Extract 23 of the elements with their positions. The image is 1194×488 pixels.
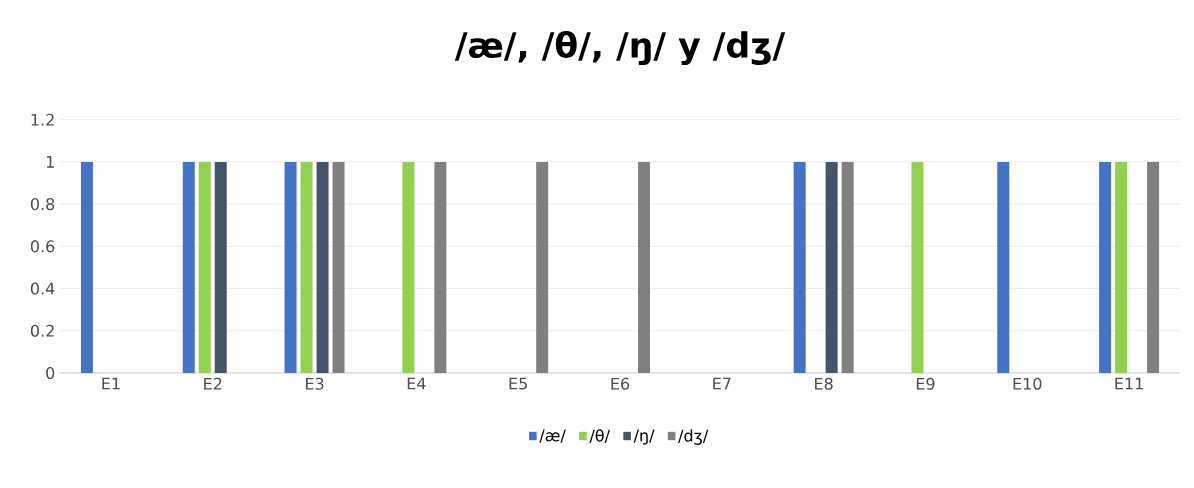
- legend-label: /θ/: [589, 429, 610, 444]
- y-tick-label: 0.6: [30, 240, 55, 253]
- y-tick-label: 0: [46, 366, 55, 380]
- x-tick-label: E2: [204, 377, 222, 390]
- y-tick-label: 0.4: [30, 282, 55, 295]
- x-tick-label: E5: [509, 377, 527, 390]
- x-tick-label: E7: [713, 377, 731, 390]
- y-tick-label: 1.2: [31, 113, 54, 126]
- y-tick-label: 1: [46, 156, 54, 168]
- x-tick-label: E3: [305, 377, 324, 390]
- legend-label: /ŋ/: [633, 429, 655, 445]
- x-tick-label: E10: [1013, 377, 1042, 390]
- x-tick-label: E8: [815, 377, 833, 390]
- x-tick-label: E9: [916, 377, 935, 390]
- x-tick-label: E1: [102, 377, 120, 390]
- x-tick-label: E4: [407, 377, 426, 390]
- y-tick-label: 0.2: [30, 324, 54, 337]
- x-tick-label: E11: [1115, 377, 1143, 390]
- legend-label: /dʒ/: [678, 429, 709, 445]
- y-tick-label: 0.8: [30, 198, 55, 211]
- legend-label: /æ/: [539, 429, 566, 443]
- chart-title: /æ/, /θ/, /ŋ/ y /dʒ/: [454, 30, 786, 66]
- x-tick-label: E6: [611, 377, 630, 390]
